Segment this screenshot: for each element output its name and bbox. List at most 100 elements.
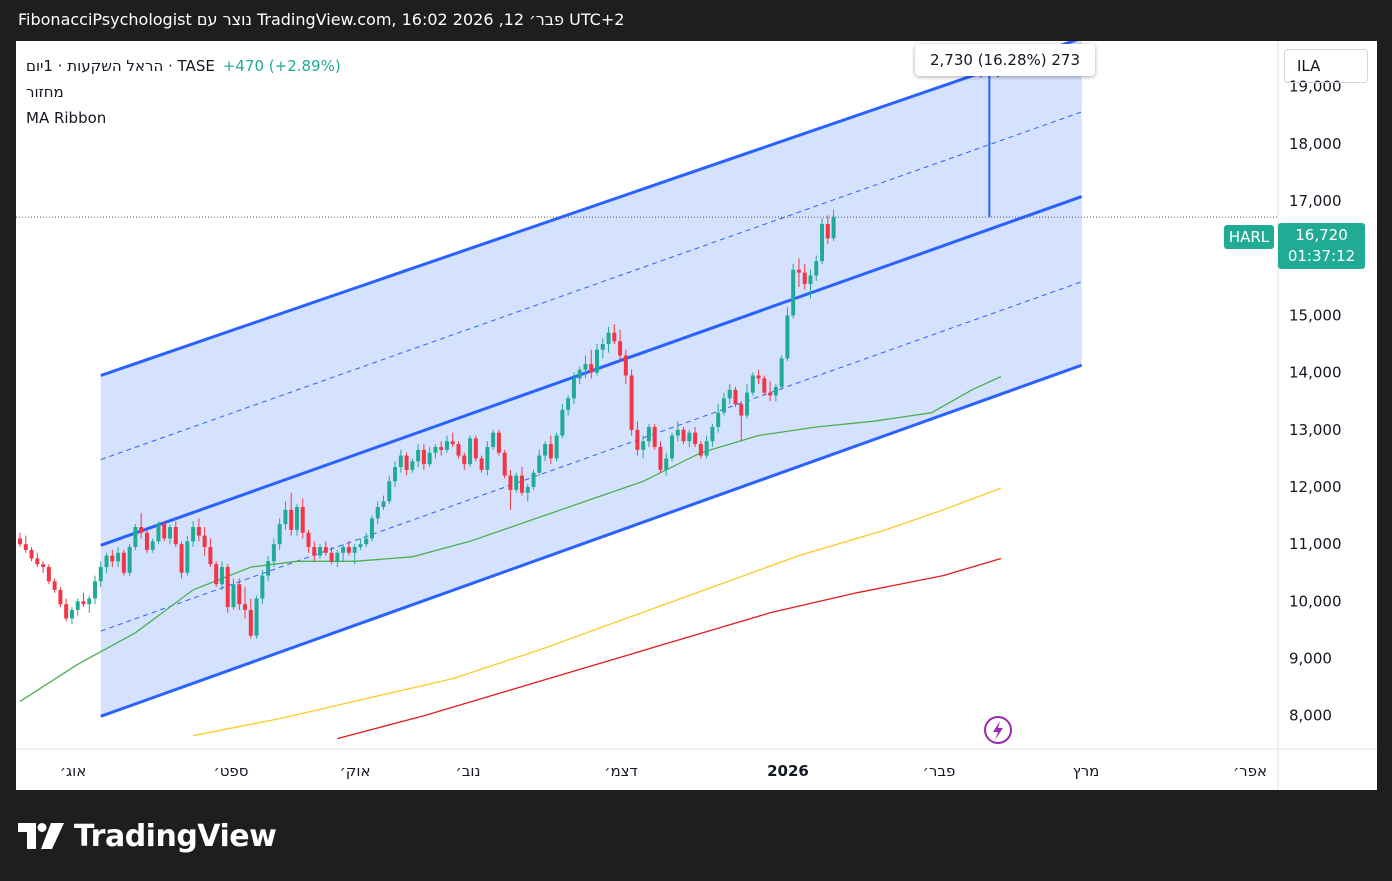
candle-body[interactable] [583, 364, 588, 370]
candle-body[interactable] [75, 601, 80, 610]
candle-body[interactable] [69, 609, 74, 619]
candle-body[interactable] [750, 375, 755, 393]
candle-body[interactable] [104, 555, 109, 568]
candle-body[interactable] [248, 609, 253, 636]
candle-body[interactable] [444, 441, 449, 450]
candle-body[interactable] [150, 541, 155, 550]
candle-body[interactable] [646, 426, 651, 442]
candle-body[interactable] [479, 458, 484, 470]
candle-body[interactable] [387, 481, 392, 502]
candle-body[interactable] [196, 527, 201, 536]
candle-body[interactable] [306, 532, 311, 548]
candle-body[interactable] [168, 527, 173, 539]
channel-lower-line[interactable] [100, 363, 1083, 718]
candle-body[interactable] [41, 564, 46, 568]
candle-body[interactable] [173, 527, 178, 545]
candle-body[interactable] [652, 426, 657, 447]
candle-body[interactable] [225, 567, 230, 608]
candle-body[interactable] [808, 275, 813, 285]
candle-body[interactable] [502, 452, 507, 476]
candle-body[interactable] [762, 378, 767, 393]
candle-body[interactable] [352, 547, 357, 553]
candle-body[interactable] [773, 386, 778, 396]
candle-body[interactable] [456, 444, 461, 456]
lightning-icon[interactable] [984, 716, 1012, 744]
candle-body[interactable] [681, 429, 686, 442]
candle-body[interactable] [162, 524, 167, 539]
candle-body[interactable] [294, 507, 299, 530]
candle-body[interactable] [537, 455, 542, 473]
candle-body[interactable] [514, 475, 519, 490]
candle-body[interactable] [658, 446, 663, 470]
legend-title[interactable]: הראל השקעות · 1יום · TASE [26, 57, 215, 75]
candle-body[interactable] [698, 444, 703, 456]
candle-body[interactable] [52, 581, 57, 590]
candle-body[interactable] [525, 487, 530, 493]
candle-body[interactable] [318, 547, 323, 556]
candle-body[interactable] [716, 412, 721, 427]
candle-body[interactable] [329, 552, 334, 562]
candle-body[interactable] [519, 475, 524, 493]
candle-body[interactable] [283, 509, 288, 525]
candle-body[interactable] [727, 389, 732, 399]
candle-body[interactable] [312, 547, 317, 556]
candle-body[interactable] [341, 547, 346, 553]
candle-body[interactable] [110, 555, 115, 562]
candle-body[interactable] [185, 541, 190, 573]
candle-body[interactable] [571, 378, 576, 399]
candle-body[interactable] [779, 358, 784, 387]
candle-body[interactable] [364, 538, 369, 545]
tradingview-logo[interactable]: TradingView [18, 818, 277, 854]
candle-body[interactable] [612, 332, 617, 342]
channel-mid-lower-line[interactable] [100, 281, 1082, 632]
candle-body[interactable] [64, 604, 69, 619]
candle-body[interactable] [450, 441, 455, 445]
candle-body[interactable] [802, 272, 807, 285]
candle-body[interactable] [485, 446, 490, 470]
candle-body[interactable] [271, 544, 276, 562]
candle-body[interactable] [144, 532, 149, 550]
candle-body[interactable] [404, 455, 409, 470]
candle-body[interactable] [560, 409, 565, 436]
candle-body[interactable] [121, 552, 126, 573]
candle-body[interactable] [508, 475, 513, 490]
candle-body[interactable] [756, 375, 761, 379]
candle-body[interactable] [323, 547, 328, 553]
candle-body[interactable] [214, 564, 219, 585]
candle-body[interactable] [462, 455, 467, 465]
candle-body[interactable] [23, 544, 28, 550]
candle-body[interactable] [393, 466, 398, 482]
chart-frame[interactable]: 19,00018,00017,00016,00015,00014,00013,0… [16, 41, 1377, 790]
candle-body[interactable] [433, 446, 438, 453]
candle-body[interactable] [670, 435, 675, 459]
candle-body[interactable] [739, 404, 744, 416]
candle-body[interactable] [704, 441, 709, 456]
candle-body[interactable] [410, 461, 415, 470]
candle-body[interactable] [629, 375, 634, 430]
candle-body[interactable] [179, 544, 184, 573]
candle-body[interactable] [98, 567, 103, 582]
candle-body[interactable] [202, 535, 207, 548]
channel-upper-line[interactable] [100, 41, 1082, 377]
candle-body[interactable] [600, 344, 605, 350]
candle-body[interactable] [814, 261, 819, 276]
candle-body[interactable] [791, 269, 796, 316]
candle-body[interactable] [825, 223, 830, 239]
candle-body[interactable] [566, 398, 571, 410]
candle-body[interactable] [623, 355, 628, 376]
candle-body[interactable] [231, 584, 236, 608]
candle-body[interactable] [491, 432, 496, 447]
candle-body[interactable] [277, 524, 282, 545]
candle-body[interactable] [300, 507, 305, 533]
candle-body[interactable] [208, 547, 213, 565]
candle-body[interactable] [139, 527, 144, 533]
candle-body[interactable] [820, 223, 825, 262]
candle-body[interactable] [289, 509, 294, 530]
candle-body[interactable] [116, 552, 121, 562]
candle-body[interactable] [577, 369, 582, 379]
candle-body[interactable] [543, 444, 548, 456]
candle-body[interactable] [745, 392, 750, 416]
legend-volume[interactable]: מחזור [26, 83, 64, 101]
candle-body[interactable] [237, 584, 242, 605]
candle-body[interactable] [439, 446, 444, 450]
